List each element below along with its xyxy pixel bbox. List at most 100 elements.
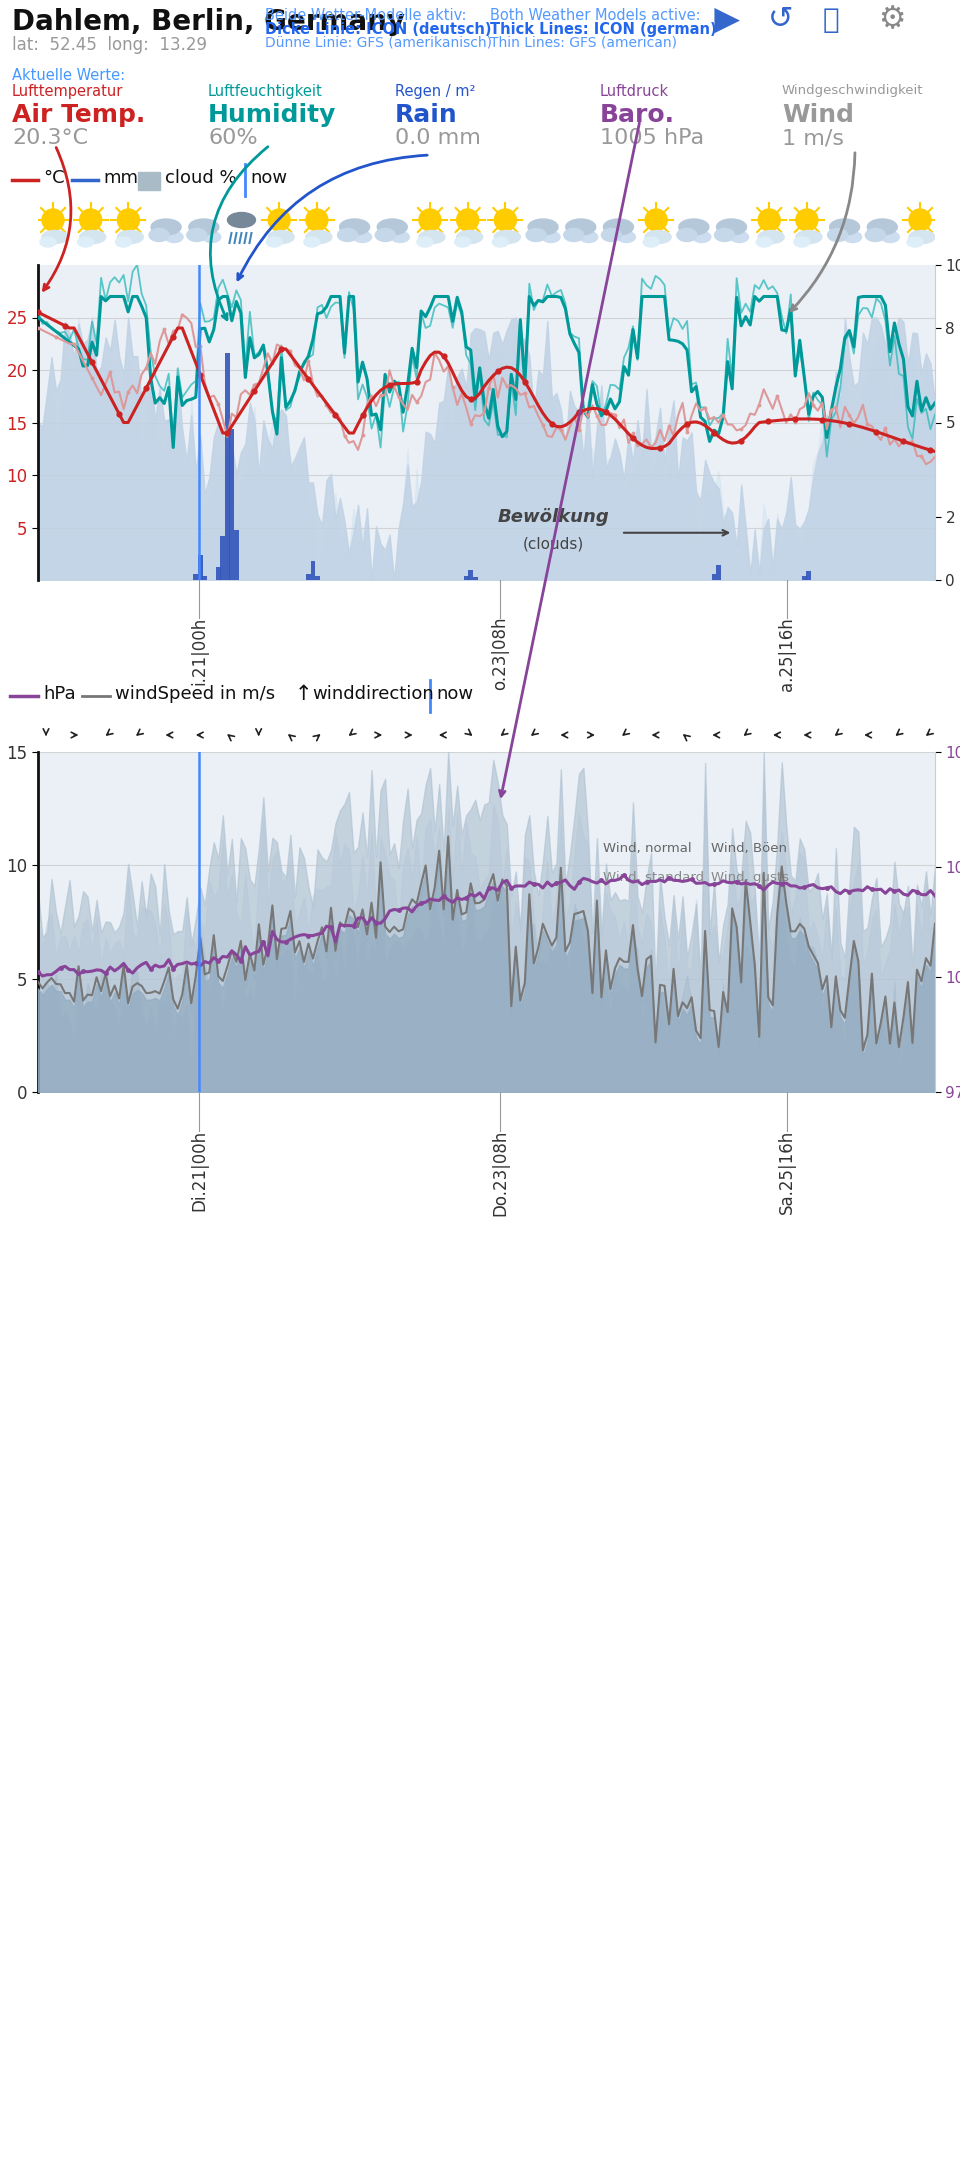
Circle shape	[494, 210, 516, 231]
Ellipse shape	[266, 238, 282, 246]
Text: windSpeed in m/s: windSpeed in m/s	[115, 685, 276, 702]
Ellipse shape	[457, 231, 483, 244]
Ellipse shape	[189, 218, 219, 235]
Ellipse shape	[601, 229, 621, 242]
Bar	[229, 430, 234, 581]
Text: Air Temp.: Air Temp.	[12, 104, 145, 127]
Ellipse shape	[338, 229, 357, 242]
Text: Dicke Linie: ICON (deutsch): Dicke Linie: ICON (deutsch)	[265, 22, 492, 37]
Ellipse shape	[203, 231, 221, 242]
Text: ↺: ↺	[768, 6, 794, 35]
Ellipse shape	[304, 238, 320, 246]
Ellipse shape	[909, 231, 935, 244]
Text: Beide Wetter-Modelle aktiv:: Beide Wetter-Modelle aktiv:	[265, 9, 467, 24]
Ellipse shape	[80, 231, 106, 244]
Text: Both Weather Models active:: Both Weather Models active:	[490, 9, 701, 24]
Ellipse shape	[679, 218, 708, 235]
Ellipse shape	[377, 218, 407, 235]
Ellipse shape	[829, 218, 859, 235]
Circle shape	[117, 210, 139, 231]
Ellipse shape	[604, 218, 634, 235]
Ellipse shape	[564, 229, 584, 242]
Ellipse shape	[151, 218, 181, 235]
Circle shape	[645, 210, 667, 231]
Bar	[225, 354, 229, 581]
Ellipse shape	[867, 218, 898, 235]
Ellipse shape	[714, 229, 734, 242]
Bar	[802, 577, 806, 581]
Bar	[203, 577, 207, 581]
Ellipse shape	[117, 231, 143, 244]
Text: Windgeschwindigkeit: Windgeschwindigkeit	[782, 84, 924, 97]
Circle shape	[268, 210, 290, 231]
Bar	[806, 570, 811, 581]
Ellipse shape	[643, 238, 660, 246]
Text: Thick Lines: ICON (german): Thick Lines: ICON (german)	[490, 22, 716, 37]
Bar	[198, 555, 203, 581]
Ellipse shape	[417, 238, 433, 246]
Text: now: now	[436, 685, 473, 702]
Ellipse shape	[455, 238, 470, 246]
Ellipse shape	[731, 231, 749, 242]
Ellipse shape	[796, 231, 822, 244]
Ellipse shape	[881, 231, 900, 242]
Bar	[311, 562, 315, 581]
Ellipse shape	[228, 212, 255, 227]
Text: Do.23|08h: Do.23|08h	[491, 1130, 509, 1216]
Bar	[711, 575, 716, 581]
Ellipse shape	[758, 231, 784, 244]
Circle shape	[457, 210, 479, 231]
Ellipse shape	[494, 231, 520, 244]
Text: i.21|00h: i.21|00h	[190, 618, 208, 685]
Ellipse shape	[353, 231, 372, 242]
Bar	[216, 568, 221, 581]
Ellipse shape	[542, 231, 560, 242]
Text: Luftdruck: Luftdruck	[600, 84, 669, 99]
Ellipse shape	[865, 229, 885, 242]
Bar	[234, 529, 239, 581]
Ellipse shape	[580, 231, 598, 242]
Ellipse shape	[115, 238, 132, 246]
Text: hPa: hPa	[43, 685, 76, 702]
Ellipse shape	[78, 238, 94, 246]
Bar	[464, 577, 468, 581]
Text: Di.21|00h: Di.21|00h	[190, 1130, 208, 1212]
Ellipse shape	[187, 229, 206, 242]
Text: a.25|16h: a.25|16h	[778, 618, 796, 691]
Circle shape	[909, 210, 931, 231]
Ellipse shape	[526, 229, 546, 242]
Text: winddirection: winddirection	[312, 685, 434, 702]
Text: (clouds): (clouds)	[523, 536, 585, 551]
Ellipse shape	[42, 231, 68, 244]
Bar	[473, 577, 477, 581]
Text: mm: mm	[103, 168, 138, 188]
Ellipse shape	[340, 218, 370, 235]
Ellipse shape	[419, 231, 444, 244]
Text: Wind: Wind	[782, 104, 854, 127]
Bar	[221, 536, 226, 581]
Bar	[193, 575, 198, 581]
Circle shape	[306, 210, 328, 231]
Bar	[315, 577, 320, 581]
Text: now: now	[250, 168, 287, 188]
Text: Wind, Böen: Wind, Böen	[710, 842, 787, 855]
Text: Sa.25|16h: Sa.25|16h	[778, 1130, 796, 1214]
Text: 60%: 60%	[208, 127, 257, 149]
Bar	[716, 566, 721, 581]
Text: Thin Lines: GFS (american): Thin Lines: GFS (american)	[490, 37, 677, 50]
Text: Wind, normal: Wind, normal	[603, 842, 692, 855]
Circle shape	[419, 210, 441, 231]
Text: Wind, gusts: Wind, gusts	[710, 870, 789, 883]
Text: °C: °C	[43, 168, 64, 188]
Ellipse shape	[844, 231, 862, 242]
Circle shape	[758, 210, 780, 231]
Ellipse shape	[645, 231, 671, 244]
Ellipse shape	[907, 238, 923, 246]
Bar	[306, 575, 311, 581]
Text: Regen / m²: Regen / m²	[395, 84, 475, 99]
Ellipse shape	[268, 231, 294, 244]
Ellipse shape	[306, 231, 332, 244]
Ellipse shape	[617, 231, 636, 242]
Text: 🔍: 🔍	[823, 6, 840, 35]
Ellipse shape	[149, 229, 169, 242]
